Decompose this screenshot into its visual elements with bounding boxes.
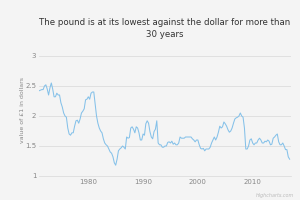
Y-axis label: value of £1 in dollars: value of £1 in dollars (20, 77, 25, 143)
Text: Highcharts.com: Highcharts.com (256, 193, 294, 198)
Title: The pound is at its lowest against the dollar for more than
30 years: The pound is at its lowest against the d… (39, 18, 291, 39)
